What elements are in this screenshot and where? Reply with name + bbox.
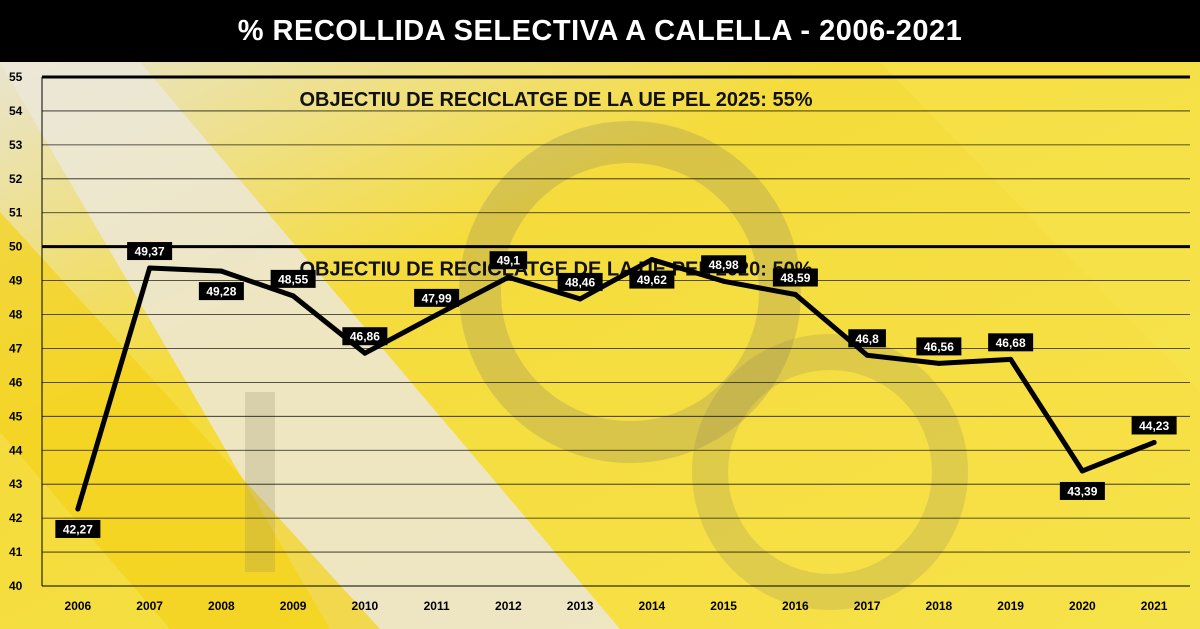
x-tick-label: 2007 — [136, 599, 163, 613]
data-label: 46,68 — [996, 336, 1026, 350]
y-tick-label: 45 — [9, 409, 23, 423]
data-point — [649, 257, 655, 263]
data-label: 48,59 — [780, 271, 810, 285]
series-line — [75, 257, 1157, 512]
x-tick-label: 2010 — [352, 599, 379, 613]
y-tick-label: 42 — [9, 511, 23, 525]
target-label: OBJECTIU DE RECICLATGE DE LA UE PEL 2020… — [299, 259, 812, 281]
data-point — [147, 265, 153, 271]
y-tick-label: 53 — [9, 138, 23, 152]
data-label-box — [701, 255, 747, 274]
data-label-box — [988, 333, 1034, 352]
chart-title: % RECOLLIDA SELECTIVA A CALELLA - 2006-2… — [237, 14, 963, 47]
data-label-box — [1059, 481, 1105, 500]
x-tick-label: 2013 — [567, 599, 594, 613]
data-label-box — [198, 282, 244, 301]
y-tick-label: 50 — [9, 240, 23, 254]
x-tick-label: 2006 — [65, 599, 92, 613]
data-label: 42,27 — [63, 522, 93, 536]
data-label-box — [772, 268, 818, 287]
y-tick-label: 51 — [9, 206, 23, 220]
y-tick-label: 40 — [9, 579, 23, 593]
data-label: 47,99 — [422, 291, 452, 305]
data-label: 46,56 — [924, 340, 954, 354]
data-label-box — [489, 251, 528, 270]
data-point — [1151, 439, 1157, 445]
data-label-box — [916, 337, 962, 356]
data-label: 48,46 — [565, 275, 595, 289]
data-label-box — [1131, 416, 1177, 435]
background-watermark-bar — [245, 392, 275, 572]
data-point — [792, 292, 798, 298]
line-chart: OBJECTIU DE RECICLATGE DE LA UE PEL 2025… — [0, 62, 1200, 629]
y-tick-label: 48 — [9, 308, 23, 322]
data-label-box — [270, 269, 316, 288]
series-polyline — [75, 257, 1157, 512]
data-label-box — [342, 327, 388, 346]
y-tick-label: 54 — [9, 104, 23, 118]
data-label-box — [414, 288, 460, 307]
data-point — [362, 350, 368, 356]
x-tick-label: 2019 — [997, 599, 1024, 613]
title-bar: % RECOLLIDA SELECTIVA A CALELLA - 2006-2… — [0, 0, 1200, 62]
x-tick-label: 2011 — [424, 599, 450, 613]
data-label-box — [55, 519, 101, 538]
data-point — [505, 274, 511, 280]
data-label-box — [629, 270, 675, 289]
data-label: 43,39 — [1067, 484, 1097, 498]
data-label: 49,28 — [206, 285, 236, 299]
data-label: 48,55 — [278, 272, 308, 286]
data-point — [434, 312, 440, 318]
data-point — [75, 506, 81, 512]
x-tick-label: 2014 — [639, 599, 666, 613]
y-tick-label: 41 — [9, 545, 23, 559]
y-tick-label: 43 — [9, 477, 23, 491]
x-tick-label: 2009 — [280, 599, 307, 613]
target-label: OBJECTIU DE RECICLATGE DE LA UE PEL 2025… — [299, 89, 812, 111]
data-label: 44,23 — [1139, 419, 1169, 433]
x-tick-label: 2016 — [782, 599, 809, 613]
reference-lines: OBJECTIU DE RECICLATGE DE LA UE PEL 2025… — [42, 75, 1190, 281]
data-label: 46,86 — [350, 330, 380, 344]
x-tick-label: 2015 — [710, 599, 737, 613]
y-tick-label: 47 — [9, 341, 23, 355]
data-point — [721, 278, 727, 284]
data-point — [1008, 356, 1014, 362]
x-tick-label: 2012 — [495, 599, 522, 613]
y-tick-label: 46 — [9, 375, 23, 389]
x-tick-label: 2021 — [1141, 599, 1168, 613]
data-labels: 42,27 49,37 49,28 48,55 46,86 47,99 49,1 48,46 4… — [55, 242, 1177, 538]
y-tick-label: 44 — [9, 443, 23, 457]
data-label: 49,62 — [637, 273, 667, 287]
data-point — [577, 296, 583, 302]
data-label: 49,37 — [135, 245, 165, 259]
background-stripe-light — [0, 62, 620, 629]
data-point — [1079, 468, 1085, 474]
data-point — [936, 360, 942, 366]
data-point — [218, 268, 224, 274]
data-label-box — [557, 272, 603, 291]
x-tick-label: 2017 — [854, 599, 881, 613]
data-label: 49,1 — [497, 254, 521, 268]
data-label: 46,8 — [855, 332, 879, 346]
y-tick-label: 49 — [9, 274, 23, 288]
axes: 40 41 42 43 44 45 46 47 48 49 50 51 52 53 54 55 2006 2007… — [9, 70, 1190, 613]
data-label-box — [127, 242, 173, 261]
data-label-box — [848, 329, 886, 348]
x-tick-label: 2020 — [1069, 599, 1096, 613]
data-point — [290, 293, 296, 299]
y-tick-label: 55 — [9, 70, 23, 84]
chart-area: OBJECTIU DE RECICLATGE DE LA UE PEL 2025… — [0, 62, 1200, 629]
data-label: 48,98 — [709, 258, 739, 272]
background-watermark-ring — [692, 334, 968, 610]
y-tick-label: 52 — [9, 172, 23, 186]
data-point — [864, 352, 870, 358]
x-tick-label: 2018 — [926, 599, 953, 613]
x-tick-label: 2008 — [208, 599, 235, 613]
